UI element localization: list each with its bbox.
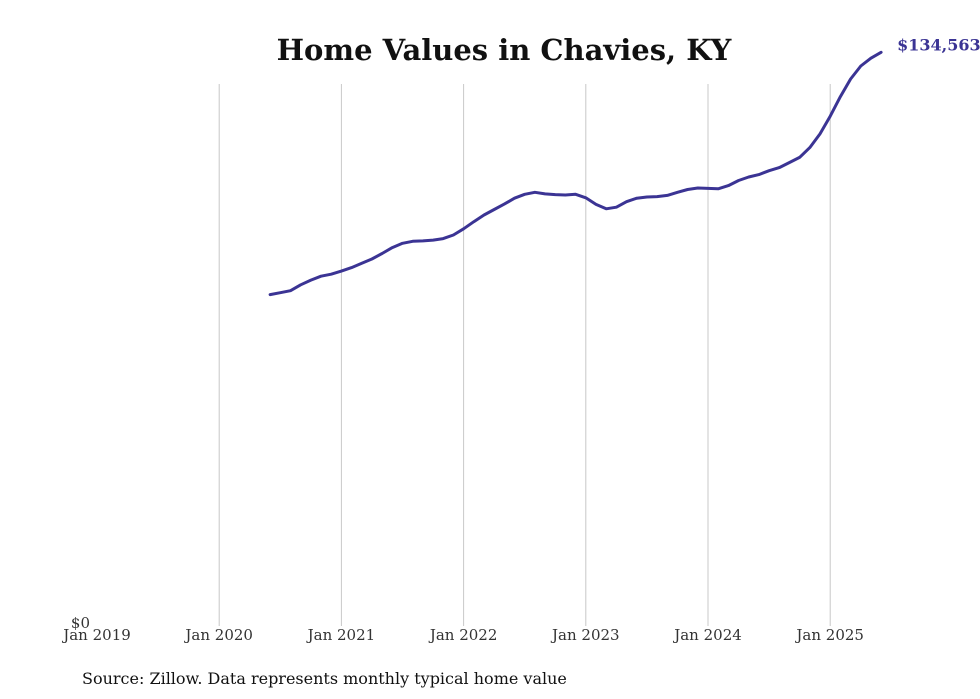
x-tick-label: Jan 2025 [794,626,864,644]
chart-title: Home Values in Chavies, KY [277,33,732,67]
x-tick-label: Jan 2021 [306,626,376,644]
latest-value-label: $134,563 [897,35,980,54]
x-tick-label: Jan 2023 [550,626,620,644]
source-note: Source: Zillow. Data represents monthly … [82,669,567,688]
x-axis-tick-labels: Jan 2019 Jan 2020 Jan 2021 Jan 2022 Jan 2023… [61,626,864,644]
y-axis-zero-label: $0 [71,614,90,632]
x-tick-label: Jan 2020 [183,626,253,644]
x-tick-label: Jan 2022 [428,626,498,644]
vertical-gridlines [218,84,831,626]
home-value-line [268,50,883,297]
x-tick-label: Jan 2024 [672,626,742,644]
x-tick-label: Jan 2019 [61,626,131,644]
